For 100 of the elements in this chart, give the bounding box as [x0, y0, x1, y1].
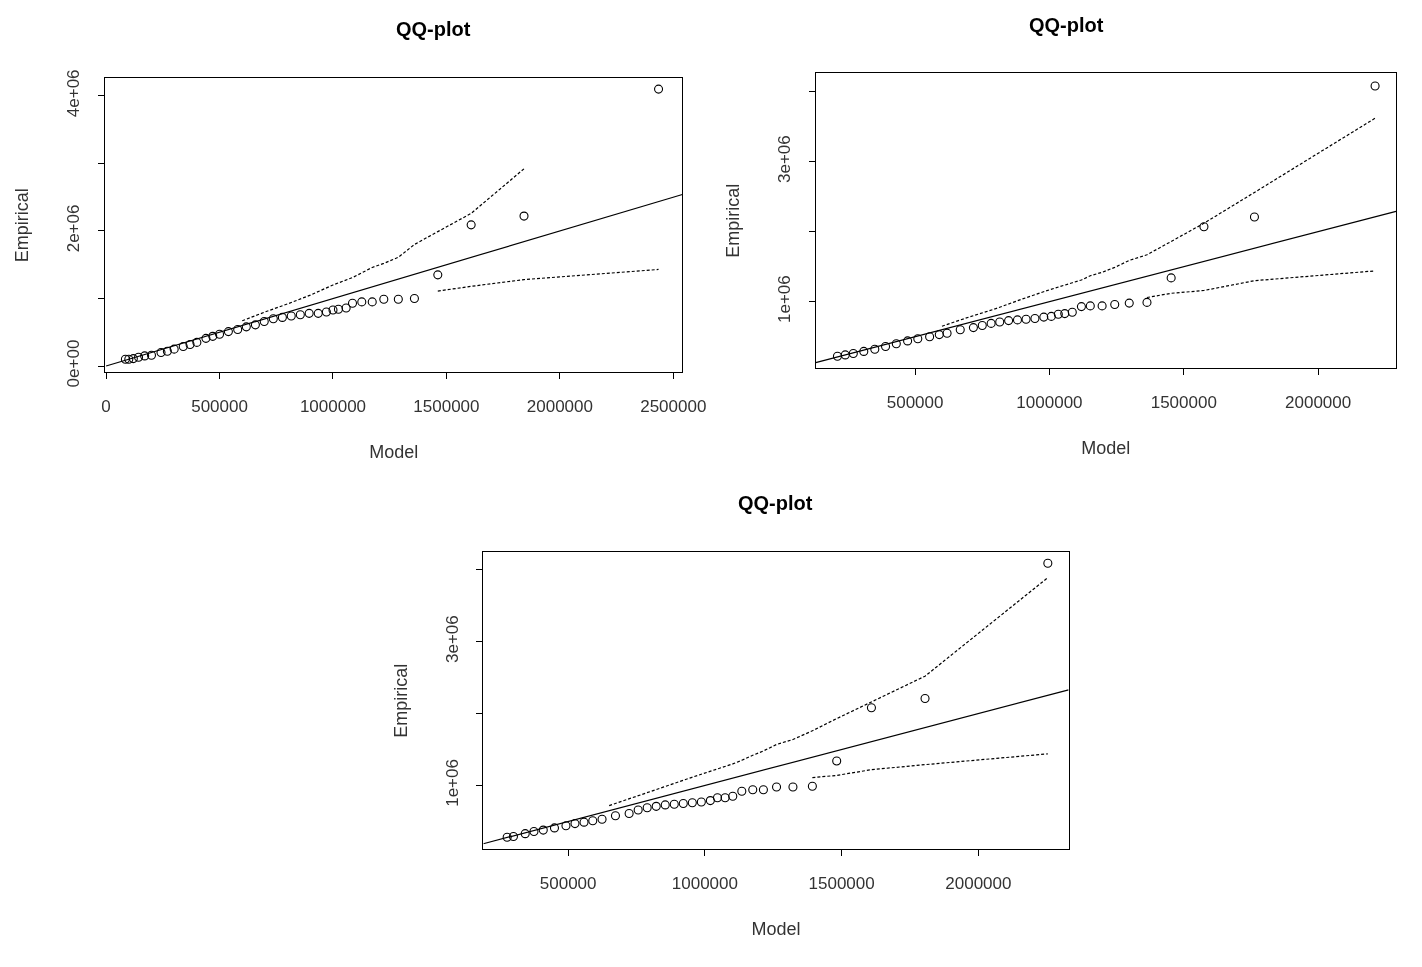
- x-tick-label: 500000: [539, 873, 597, 893]
- point: [223, 327, 233, 337]
- point: [848, 348, 858, 359]
- point: [393, 294, 403, 304]
- x-tick-label: 500000: [886, 392, 944, 412]
- point: [1060, 309, 1070, 319]
- y-tick-label: 3e+06: [774, 135, 794, 183]
- point: [728, 791, 738, 801]
- point: [156, 347, 166, 358]
- point: [660, 800, 670, 810]
- point: [696, 797, 706, 807]
- y-axis-title: Empirical: [12, 188, 33, 263]
- chart-title: QQ-plot: [396, 18, 471, 40]
- point: [925, 332, 935, 342]
- y-axis-title: Empirical: [390, 663, 411, 738]
- point: [597, 814, 607, 824]
- point: [347, 298, 358, 308]
- line-series: [811, 753, 1049, 779]
- point: [268, 314, 278, 324]
- x-tick-label: 500000: [191, 396, 248, 416]
- point: [891, 339, 901, 349]
- point: [737, 786, 747, 796]
- point: [748, 785, 758, 795]
- point: [986, 318, 996, 328]
- point: [934, 330, 944, 340]
- x-tick-label: 1000000: [671, 873, 738, 893]
- line-series: [608, 577, 1049, 807]
- x-tick-label: 0: [101, 396, 111, 416]
- point: [712, 793, 723, 803]
- point: [1097, 301, 1107, 311]
- point: [1043, 558, 1053, 568]
- point: [333, 304, 343, 314]
- y-tick-label: 1e+06: [442, 759, 462, 807]
- point: [328, 305, 338, 315]
- y-tick-label: 1e+06: [774, 275, 794, 324]
- point: [1076, 302, 1086, 312]
- point: [1142, 297, 1152, 307]
- point: [128, 354, 138, 364]
- point: [1004, 316, 1014, 326]
- point: [1124, 298, 1134, 308]
- x-tick-label: 1000000: [1016, 392, 1083, 412]
- point: [788, 782, 798, 792]
- point: [466, 220, 476, 230]
- point: [304, 308, 314, 318]
- point: [341, 303, 351, 313]
- y-tick-label: 2e+06: [64, 204, 84, 253]
- line-series: [941, 117, 1376, 327]
- point: [1046, 311, 1056, 321]
- point: [178, 341, 188, 351]
- point: [259, 316, 269, 327]
- point: [538, 825, 548, 835]
- point: [866, 703, 876, 713]
- point: [832, 756, 842, 766]
- y-tick-label: 3e+06: [442, 615, 462, 663]
- point: [277, 312, 287, 322]
- point: [241, 322, 251, 332]
- chart-title: QQ-plot: [1029, 14, 1104, 36]
- x-axis-title: Model: [1081, 437, 1131, 458]
- point: [1249, 212, 1259, 222]
- point: [367, 297, 377, 307]
- point: [1085, 301, 1095, 311]
- point: [1166, 273, 1176, 283]
- point: [1067, 307, 1077, 317]
- point: [208, 331, 218, 341]
- point: [146, 350, 157, 360]
- point: [286, 311, 296, 321]
- point: [1110, 299, 1120, 310]
- point: [1030, 313, 1040, 324]
- point: [588, 816, 598, 826]
- x-tick-label: 1000000: [299, 396, 367, 416]
- point: [968, 323, 978, 333]
- point: [942, 328, 952, 338]
- point: [678, 798, 688, 809]
- point: [832, 351, 843, 361]
- x-axis-title: Model: [369, 441, 419, 462]
- point: [561, 821, 571, 831]
- point: [519, 211, 529, 221]
- point: [313, 308, 323, 318]
- point: [321, 307, 331, 317]
- point: [687, 798, 697, 808]
- point: [807, 781, 817, 791]
- point: [520, 829, 530, 839]
- point: [1012, 315, 1023, 325]
- point: [758, 785, 768, 795]
- point: [1199, 222, 1209, 232]
- point: [433, 270, 443, 280]
- point: [651, 801, 661, 811]
- point: [1370, 81, 1380, 91]
- point: [633, 805, 643, 815]
- point: [881, 341, 891, 352]
- point: [920, 693, 930, 704]
- point: [162, 346, 172, 356]
- x-tick-label: 2000000: [1285, 392, 1352, 412]
- point: [169, 344, 179, 354]
- point: [185, 339, 195, 349]
- point: [140, 351, 150, 361]
- x-tick-label: 2000000: [945, 873, 1012, 893]
- point: [215, 329, 225, 339]
- point: [502, 832, 512, 842]
- x-tick-label: 2500000: [640, 396, 707, 416]
